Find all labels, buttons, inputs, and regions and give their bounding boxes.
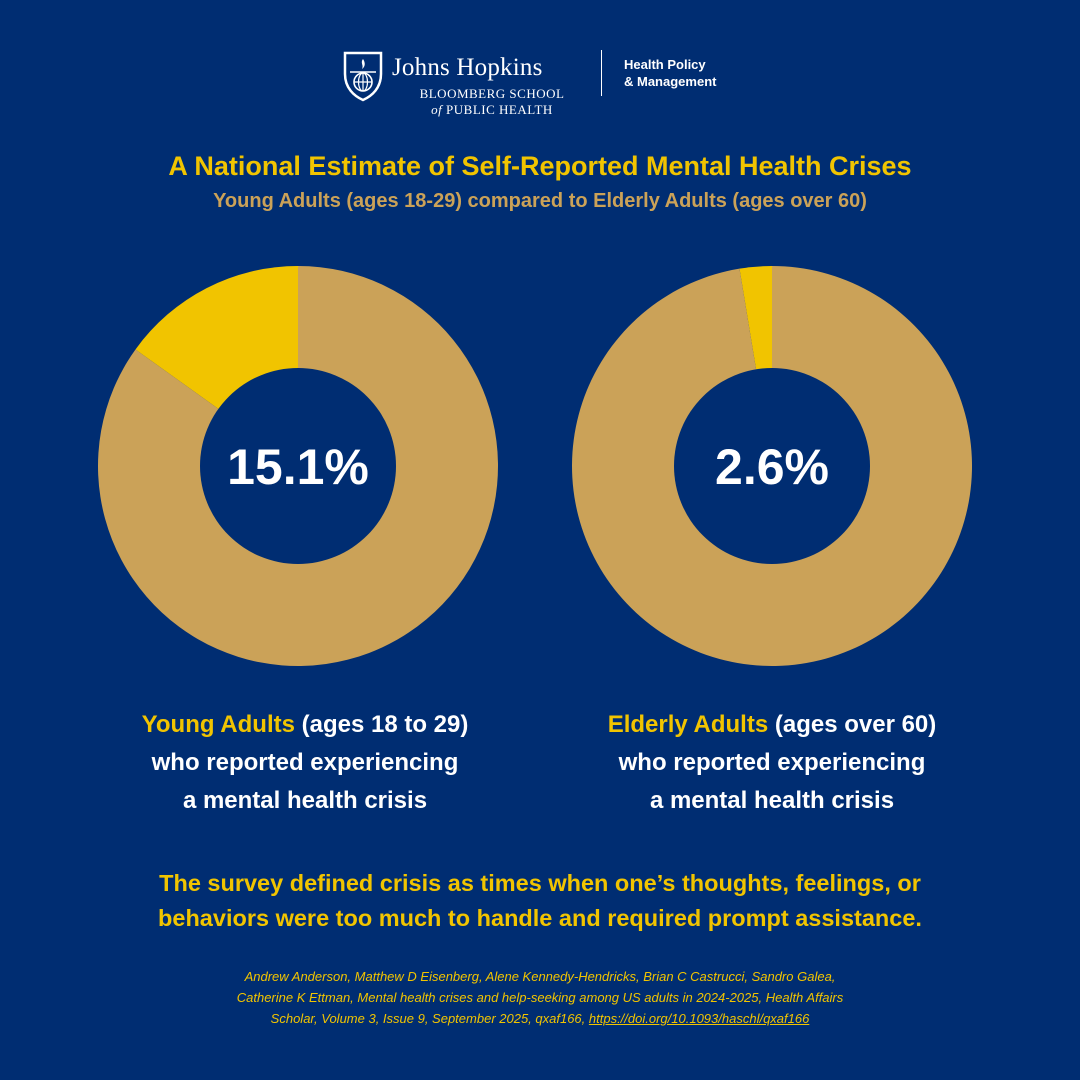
- jhu-logo[interactable]: Johns Hopkins BLOOMBERG SCHOOL of PUBLIC…: [342, 48, 592, 120]
- caption-line1: Elderly Adults (ages over 60): [607, 711, 937, 738]
- school-name-line1: BLOOMBERG SCHOOL: [419, 86, 565, 101]
- department-line1: Health Policy: [624, 57, 706, 72]
- caption-line3: a mental health crisis: [649, 787, 895, 814]
- caption-line2: who reported experiencing: [618, 749, 926, 776]
- header-divider: [601, 50, 602, 96]
- doi-link[interactable]: https://doi.org/10.1093/haschl/qxaf166: [588, 1011, 810, 1026]
- department-name: Health Policy & Management: [624, 56, 716, 90]
- donut-hole: [200, 368, 396, 564]
- university-name: Johns Hopkins: [392, 54, 543, 81]
- chart-subtitle: Young Adults (ages 18-29) compared to El…: [213, 190, 867, 212]
- center-percent-label: 2.6%: [715, 439, 829, 495]
- caption-elderly-adults: Elderly Adults (ages over 60) who report…: [542, 706, 1002, 820]
- donut-chart-2: 2.6%: [572, 266, 973, 666]
- caption-line2: who reported experiencing: [151, 749, 459, 776]
- school-name-line2: of PUBLIC HEALTH: [431, 102, 553, 117]
- donut-hole: [674, 368, 870, 564]
- caption-highlight: Elderly Adults: [607, 711, 769, 738]
- chart-title: A National Estimate of Self-Reported Men…: [168, 151, 912, 181]
- caption-line3: a mental health crisis: [182, 787, 428, 814]
- donut-chart-1: 15.1%: [98, 266, 499, 666]
- caption-line1: Young Adults (ages 18 to 29): [141, 711, 469, 738]
- caption-highlight: Young Adults: [141, 711, 295, 738]
- department-line2: & Management: [624, 74, 717, 89]
- header: Johns Hopkins BLOOMBERG SCHOOL of PUBLIC…: [0, 44, 1080, 124]
- crisis-definition-note: The survey defined crisis as times when …: [158, 870, 922, 931]
- citation: Andrew Anderson, Matthew D Eisenberg, Al…: [236, 969, 844, 1026]
- shield-icon: [343, 51, 383, 102]
- caption-young-adults: Young Adults (ages 18 to 29) who reporte…: [75, 706, 535, 820]
- center-percent-label: 15.1%: [227, 439, 369, 495]
